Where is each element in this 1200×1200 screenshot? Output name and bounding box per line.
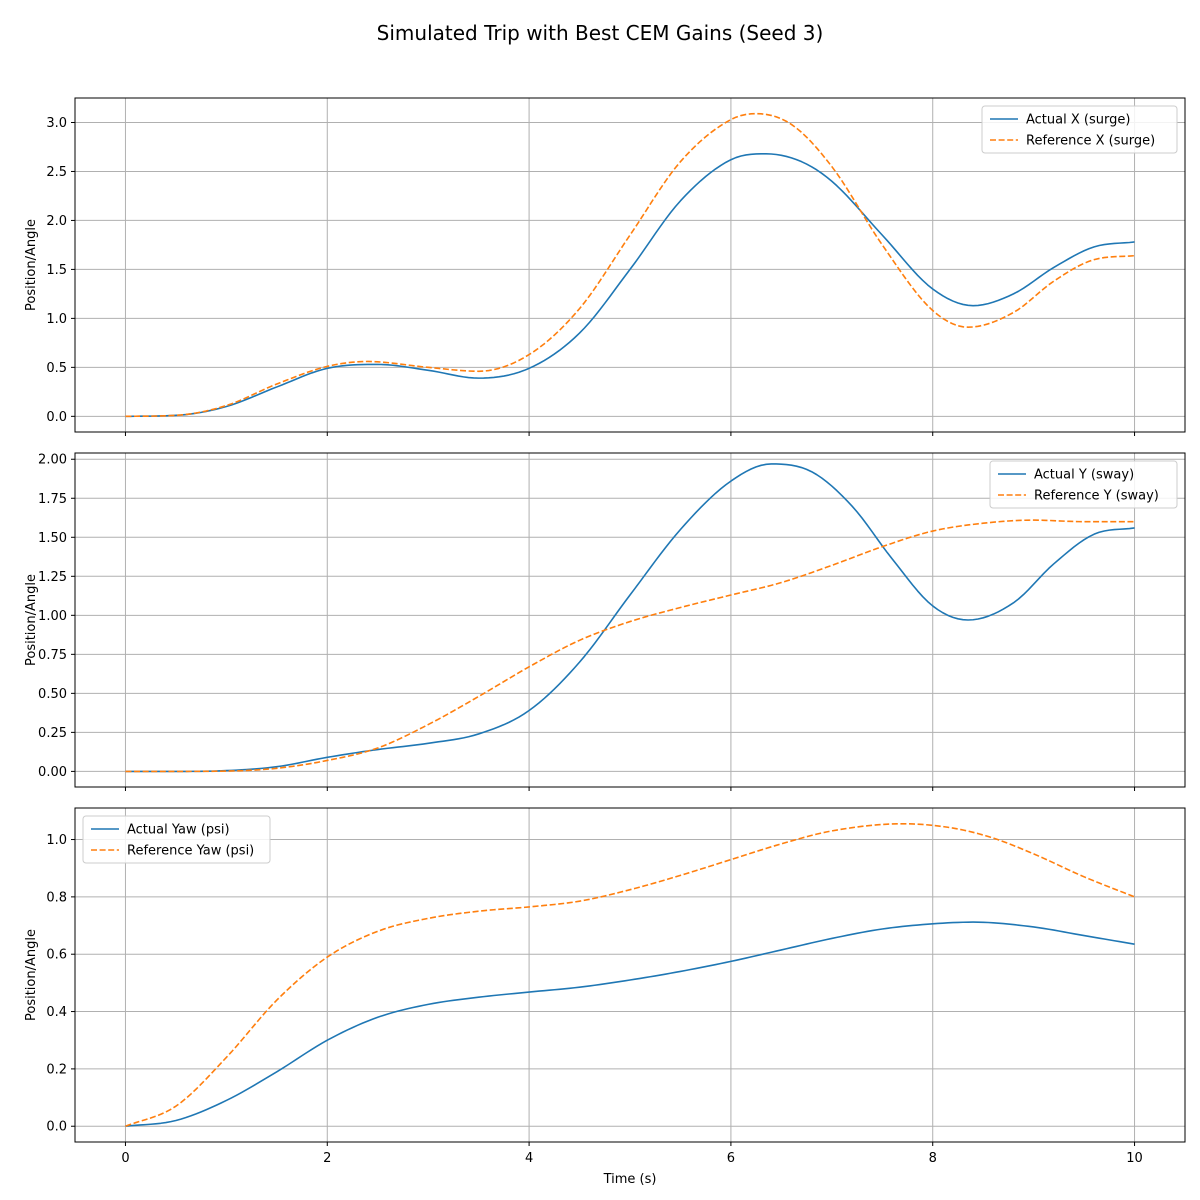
y-tick-label: 1.25 bbox=[38, 570, 67, 585]
y-tick-label: 2.00 bbox=[38, 453, 67, 468]
y-axis-label: Position/Angle bbox=[24, 219, 39, 311]
series-line-actual bbox=[125, 463, 1135, 773]
y-tick-label: 1.0 bbox=[46, 312, 67, 327]
chart-title: Simulated Trip with Best CEM Gains (Seed… bbox=[377, 21, 824, 45]
y-tick-label: 0.00 bbox=[38, 765, 67, 780]
y-tick-label: 3.0 bbox=[46, 116, 67, 131]
y-tick-label: 0.0 bbox=[46, 1120, 67, 1135]
x-tick-label: 10 bbox=[1126, 1151, 1143, 1166]
y-axis-label: Position/Angle bbox=[24, 929, 39, 1021]
y-tick-label: 1.00 bbox=[38, 609, 67, 624]
y-tick-label: 1.75 bbox=[38, 492, 67, 507]
subplot-2: 0.00 0.25 0.50 0.75 1.00 1.25 1.50 1.75 2.00 Posi… bbox=[24, 452, 1186, 791]
x-tick-label: 2 bbox=[323, 1151, 331, 1166]
legend-label: Reference Y (sway) bbox=[1034, 489, 1159, 504]
legend-label: Actual Yaw (psi) bbox=[127, 823, 230, 838]
axes-frame bbox=[74, 97, 1186, 433]
legend: Actual Yaw (psi) Reference Yaw (psi) bbox=[82, 815, 271, 864]
plots-container: 0.0 0.5 1.0 1.5 2.0 2.5 3.0 Position/Angle Actua… bbox=[24, 97, 1186, 1166]
y-tick-label: 2.0 bbox=[46, 214, 67, 229]
y-tick-label: 0.50 bbox=[38, 687, 67, 702]
series-line-reference bbox=[125, 112, 1135, 418]
y-tick-label: 2.5 bbox=[46, 165, 67, 180]
subplot-1: 0.0 0.5 1.0 1.5 2.0 2.5 3.0 Position/Angle Actua… bbox=[24, 97, 1186, 436]
y-tick-label: 0.8 bbox=[46, 890, 67, 905]
legend: Actual X (surge) Reference X (surge) bbox=[981, 105, 1178, 154]
legend-box bbox=[989, 460, 1178, 509]
y-tick-label: 0.25 bbox=[38, 726, 67, 741]
legend-box bbox=[981, 105, 1178, 154]
x-tick-label: 0 bbox=[121, 1151, 129, 1166]
y-tick-label: 1.50 bbox=[38, 531, 67, 546]
legend-label: Actual Y (sway) bbox=[1034, 468, 1134, 483]
legend-label: Actual X (surge) bbox=[1026, 113, 1130, 128]
y-tick-label: 0.75 bbox=[38, 648, 67, 663]
legend: Actual Y (sway) Reference Y (sway) bbox=[989, 460, 1178, 509]
x-tick-label: 8 bbox=[929, 1151, 937, 1166]
series-line-actual bbox=[125, 921, 1135, 1128]
x-tick-label: 4 bbox=[525, 1151, 533, 1166]
y-tick-label: 0.0 bbox=[46, 410, 67, 425]
y-tick-label: 1.5 bbox=[46, 263, 67, 278]
series-line-reference bbox=[125, 519, 1135, 773]
axes-frame bbox=[74, 452, 1186, 788]
y-tick-label: 0.4 bbox=[46, 1005, 67, 1020]
axes-frame bbox=[74, 807, 1186, 1143]
legend-label: Reference Yaw (psi) bbox=[127, 844, 254, 859]
y-tick-label: 0.5 bbox=[46, 361, 67, 376]
y-tick-label: 0.6 bbox=[46, 948, 67, 963]
x-tick-label: 6 bbox=[727, 1151, 735, 1166]
y-axis-label: Position/Angle bbox=[24, 574, 39, 666]
series-line-actual bbox=[125, 153, 1135, 418]
y-tick-label: 0.2 bbox=[46, 1062, 67, 1077]
x-axis-label: Time (s) bbox=[603, 1172, 657, 1187]
y-tick-label: 1.0 bbox=[46, 833, 67, 848]
legend-label: Reference X (surge) bbox=[1026, 134, 1155, 149]
series-line-reference bbox=[125, 822, 1135, 1127]
legend-box bbox=[82, 815, 271, 864]
subplot-3: 0.0 0.2 0.4 0.6 0.8 1.0 0 2 4 6 8 10 Position/Angle A… bbox=[24, 807, 1186, 1166]
